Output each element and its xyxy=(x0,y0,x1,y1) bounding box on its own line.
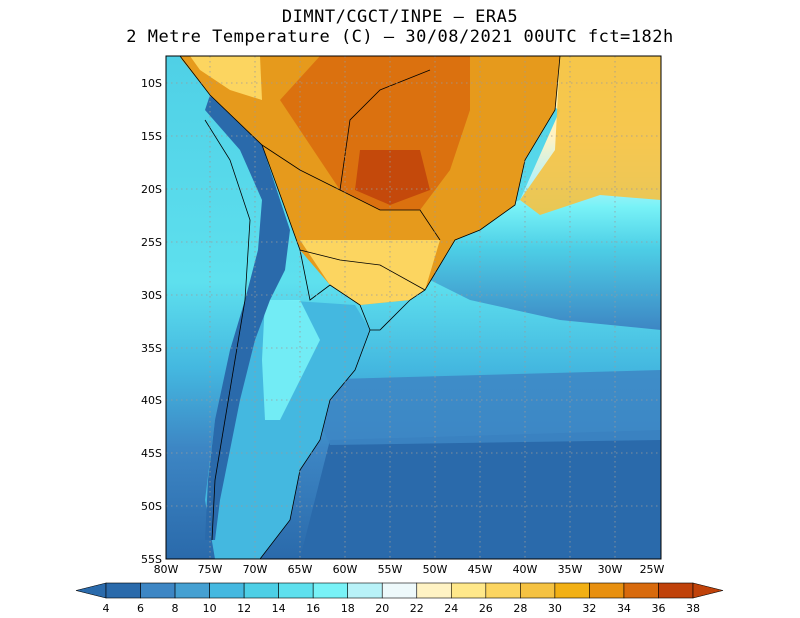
colorbar-label: 24 xyxy=(444,602,458,615)
lon-label: 25W xyxy=(640,563,665,576)
colorbar-label: 16 xyxy=(306,602,320,615)
chart-title-line2: 2 Metre Temperature (C) – 30/08/2021 00U… xyxy=(126,27,674,47)
colorbar-label: 20 xyxy=(375,602,389,615)
lon-axis: 80W 75W 70W 65W 60W 55W 50W 45W 40W 35W … xyxy=(154,563,665,576)
colorbar-label: 8 xyxy=(172,602,179,615)
colorbar-swatch xyxy=(140,582,176,599)
lat-label: 40S xyxy=(141,394,162,407)
colorbar-label: 34 xyxy=(617,602,631,615)
lat-label: 45S xyxy=(141,447,162,460)
lat-axis: 10S 15S 20S 25S 30S 35S 40S 45S 50S 55S xyxy=(141,77,162,566)
lat-label: 50S xyxy=(141,500,162,513)
lon-label: 55W xyxy=(378,563,403,576)
lat-label: 35S xyxy=(141,342,162,355)
colorbar-swatch xyxy=(416,582,452,599)
lat-label: 20S xyxy=(141,183,162,196)
colorbar-label: 32 xyxy=(582,602,596,615)
colorbar-swatch xyxy=(589,582,625,599)
colorbar-label: 38 xyxy=(686,602,700,615)
map-frame xyxy=(165,55,662,560)
land-pampas xyxy=(262,300,320,420)
colorbar-swatch xyxy=(209,582,245,599)
lon-label: 35W xyxy=(558,563,583,576)
coastlines xyxy=(179,56,561,559)
colorbar-swatch xyxy=(278,582,314,599)
colorbar-label: 6 xyxy=(137,602,144,615)
colorbar-label: 14 xyxy=(272,602,286,615)
south-atlantic-cold xyxy=(300,430,661,559)
colorbar-swatch xyxy=(174,582,210,599)
colorbar-label: 12 xyxy=(237,602,251,615)
lon-label: 40W xyxy=(513,563,538,576)
colorbar-label: 36 xyxy=(651,602,665,615)
lon-label: 30W xyxy=(598,563,623,576)
lat-label: 30S xyxy=(141,289,162,302)
lat-label: 10S xyxy=(141,77,162,90)
lat-label: 15S xyxy=(141,130,162,143)
colorbar xyxy=(75,582,724,599)
gridlines xyxy=(166,56,661,559)
colorbar-swatch xyxy=(381,582,418,599)
colorbar-label: 30 xyxy=(548,602,562,615)
colorbar-min-arrow xyxy=(75,582,107,599)
chart-title-line1: DIMNT/CGCT/INPE – ERA5 xyxy=(281,7,519,27)
lat-label: 25S xyxy=(141,236,162,249)
colorbar-swatch xyxy=(485,582,521,599)
colorbar-label: 18 xyxy=(341,602,355,615)
land-hottest xyxy=(355,150,430,205)
lon-label: 80W xyxy=(154,563,179,576)
colorbar-swatch xyxy=(243,582,279,599)
map-panel xyxy=(166,56,661,559)
colorbar-max-arrow xyxy=(692,582,724,599)
colorbar-swatch xyxy=(623,582,659,599)
colorbar-label: 22 xyxy=(410,602,424,615)
colorbar-swatch xyxy=(105,582,141,599)
lon-label: 45W xyxy=(468,563,493,576)
colorbar-swatch xyxy=(450,582,487,599)
colorbar-swatch xyxy=(520,582,556,599)
colorbar-label: 4 xyxy=(103,602,110,615)
colorbar-swatch xyxy=(554,582,590,599)
colorbar-label: 28 xyxy=(513,602,527,615)
colorbar-labels: 4 6 8 10 12 14 16 18 20 22 24 26 28 30 32 34 36 38 xyxy=(103,602,701,615)
colorbar-label: 10 xyxy=(203,602,217,615)
land-andes-north-mild xyxy=(190,56,262,100)
lon-label: 60W xyxy=(333,563,358,576)
atlantic-warm-core xyxy=(520,56,661,215)
colorbar-swatch xyxy=(658,582,694,599)
colorbar-swatch xyxy=(312,582,349,599)
south-atlantic-cool xyxy=(300,370,661,445)
andes-cold xyxy=(205,95,290,540)
lon-label: 65W xyxy=(288,563,313,576)
colorbar-swatch xyxy=(347,582,383,599)
lon-label: 50W xyxy=(423,563,448,576)
lat-label: 55S xyxy=(141,553,162,566)
colorbar-label: 26 xyxy=(479,602,493,615)
lon-label: 70W xyxy=(243,563,268,576)
land-mild-band xyxy=(300,240,440,305)
lon-label: 75W xyxy=(198,563,223,576)
